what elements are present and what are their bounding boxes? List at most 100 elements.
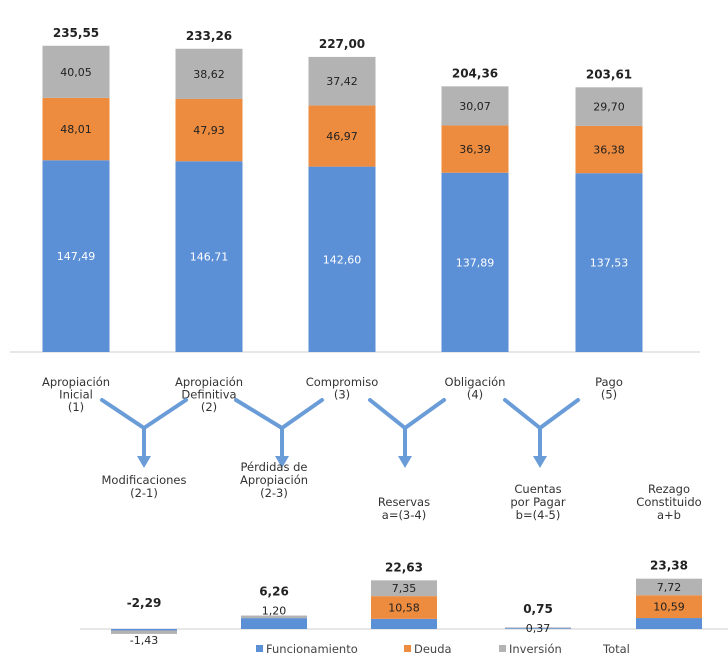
bottom-bar-3-segment-1: [371, 618, 437, 629]
bottom-category-label-2-line-1: Pérdidas de: [241, 460, 308, 474]
top-bar-1-total: 235,55: [53, 26, 99, 40]
top-category-label-4-line-1: Obligación: [445, 375, 506, 389]
bottom-bar-5-label-2: 10,59: [653, 601, 685, 614]
bottom-bar-3-label-3: 7,35: [392, 582, 417, 595]
bottom-bar-4-segment-1: [505, 628, 571, 629]
top-category-label-1-line-3: (1): [68, 400, 84, 414]
legend-label-total: Total: [602, 642, 630, 656]
bottom-bar-3-total: 22,63: [385, 560, 423, 574]
bottom-category-label-2-line-2: Apropiación: [240, 473, 308, 487]
top-bar-5-label-1: 137,53: [590, 257, 629, 270]
bottom-category-label-4-line-1: Cuentas: [514, 482, 561, 496]
bottom-bar-2-total: 6,26: [259, 585, 289, 599]
top-bar-4-segment-2: [441, 125, 509, 173]
bottom-bar-1-segment-3: [111, 630, 177, 634]
bottom-category-label-2-line-3: (2-3): [260, 486, 288, 500]
top-bar-5-label-3: 29,70: [593, 101, 625, 114]
top-category-label-1-line-2: Inicial: [59, 388, 93, 402]
top-bar-3-label-3: 37,42: [326, 75, 358, 88]
top-bar-3-segment-3: [308, 56, 376, 106]
top-category-label-2-line-3: (2): [201, 400, 217, 414]
legend-label-inversion: Inversión: [509, 642, 562, 656]
top-bar-2-label-2: 47,93: [193, 124, 225, 137]
top-bar-1-label-3: 40,05: [60, 66, 92, 79]
bottom-category-label-5-line-3: a+b: [657, 508, 681, 522]
top-bar-4-segment-1: [441, 172, 509, 352]
bottom-bar-5-segment-1: [636, 618, 702, 629]
arrow-3-head: [398, 456, 412, 468]
top-category-label-5-line-2: (5): [601, 388, 617, 402]
bottom-bar-2-segment-3: [241, 615, 307, 619]
top-bar-1-segment-1: [42, 160, 110, 352]
top-bar-1-segment-3: [42, 45, 110, 98]
top-category-label-5-line-1: Pago: [595, 375, 623, 389]
bottom-bar-5-segment-3: [636, 578, 702, 596]
top-bar-4-segment-3: [441, 86, 509, 126]
bottom-category-label-1-line-1: Modificaciones: [102, 473, 187, 487]
legend-label-deuda: Deuda: [414, 642, 452, 656]
top-bar-1-segment-2: [42, 97, 110, 161]
bottom-category-label-3-line-2: a=(3-4): [382, 508, 426, 522]
bottom-category-label-4-line-3: b=(4-5): [516, 508, 561, 522]
top-bar-4-total: 204,36: [452, 66, 498, 80]
top-bar-5-total: 203,61: [586, 67, 632, 81]
top-category-label-3-line-2: (3): [334, 388, 350, 402]
top-category-label-2-line-1: Apropiación: [175, 375, 243, 389]
top-bar-2-label-3: 38,62: [193, 68, 225, 81]
top-bar-2-segment-3: [175, 48, 243, 99]
bottom-bar-5-segment-2: [636, 595, 702, 619]
arrow-4-head: [533, 456, 547, 468]
top-bar-2-segment-1: [175, 161, 243, 352]
top-bar-5-segment-2: [575, 125, 643, 174]
bottom-category-label-4-line-2: por Pagar: [510, 495, 566, 509]
top-bar-2-total: 233,26: [186, 29, 232, 43]
bottom-category-label-5-line-2: Constituido: [636, 495, 701, 509]
top-category-label-4-line-2: (4): [467, 388, 483, 402]
bottom-bar-1-label-3: -1,43: [130, 634, 158, 647]
arrow-2-head: [275, 456, 289, 468]
bottom-bar-5-label-3: 7,72: [657, 581, 682, 594]
top-bar-3-segment-2: [308, 105, 376, 167]
top-bar-5-segment-3: [575, 87, 643, 126]
bottom-bar-2-label-3: 1,20: [262, 605, 287, 618]
top-bar-3-total: 227,00: [319, 37, 365, 51]
bottom-category-label-5-line-1: Rezago: [648, 482, 690, 496]
bottom-bar-1-total: -2,29: [127, 596, 162, 610]
bottom-bar-4-label-3: 0,37: [526, 622, 551, 635]
top-bar-3-label-1: 142,60: [323, 253, 362, 266]
bottom-bar-1-segment-1: [111, 629, 177, 631]
top-bar-5-label-2: 36,38: [593, 144, 625, 157]
bottom-bar-4-total: 0,75: [523, 602, 553, 616]
bottom-bar-3-segment-3: [371, 580, 437, 597]
top-category-label-1-line-1: Apropiación: [42, 375, 110, 389]
top-bar-2-segment-2: [175, 98, 243, 162]
top-bar-1-label-2: 48,01: [60, 123, 92, 136]
top-bar-5-segment-1: [575, 173, 643, 352]
arrow-3-fork: [368, 398, 446, 430]
top-bar-3-label-2: 46,97: [326, 130, 358, 143]
legend-label-funcionamiento: Funcionamiento: [266, 642, 358, 656]
legend-swatch-inversion: [499, 645, 506, 652]
top-bar-1-label-1: 147,49: [57, 250, 96, 263]
top-bar-3-segment-1: [308, 166, 376, 352]
bottom-bar-3-label-2: 10,58: [388, 602, 420, 615]
top-bar-4-label-3: 30,07: [459, 100, 491, 113]
legend-swatch-deuda: [404, 645, 411, 652]
top-category-label-3-line-1: Compromiso: [306, 375, 379, 389]
bottom-bar-4-segment-3: [505, 627, 571, 629]
bottom-bar-2-segment-1: [241, 618, 307, 629]
bottom-category-label-3-line-1: Reservas: [378, 495, 430, 509]
arrow-4-fork: [503, 398, 580, 430]
bottom-category-label-1-line-2: (2-1): [130, 486, 158, 500]
arrow-1-head: [137, 456, 151, 468]
bottom-bar-3-segment-2: [371, 596, 437, 619]
top-bar-4-label-2: 36,39: [459, 143, 491, 156]
bottom-bar-5-total: 23,38: [650, 559, 688, 573]
top-bar-2-label-1: 146,71: [190, 251, 229, 264]
legend-swatch-funcionamiento: [256, 645, 263, 652]
arrow-2-fork: [234, 398, 324, 430]
arrow-1-fork: [100, 398, 188, 430]
top-category-label-2-line-2: Definitiva: [181, 388, 236, 402]
